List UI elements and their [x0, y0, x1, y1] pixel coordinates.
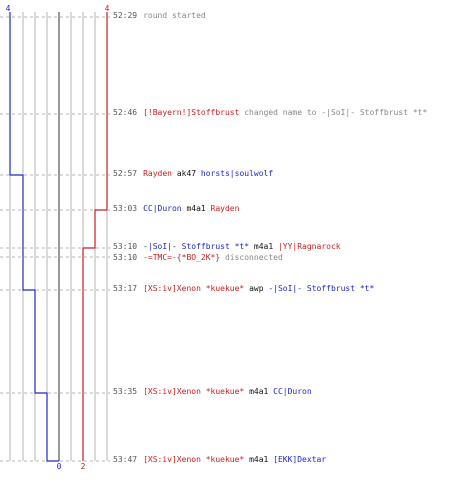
player-name: CC|Duron: [143, 204, 182, 213]
player-name: [XS:iv]Xenon *kuekue*: [143, 387, 245, 396]
player-name: [EKK]Dextar: [273, 455, 327, 464]
red-score-end: 2: [81, 462, 86, 471]
player-name: [!Bayern!]Stoffbrust: [143, 108, 240, 117]
event-time: 52:57: [113, 169, 138, 178]
event-text: m4a1: [244, 455, 274, 464]
event-row: 53:10 -|SoI|- Stoffbrust *t* m4a1 |YY|Rag…: [113, 242, 341, 252]
event-row: 52:46 [!Bayern!]Stoffbrust changed name t…: [113, 108, 427, 118]
player-name: -|SoI|- Stoffbrust *t*: [268, 284, 375, 293]
player-name: |YY|Ragnarock: [277, 242, 341, 251]
event-row: 53:47 [XS:iv]Xenon *kuekue* m4a1 [EKK]Dex…: [113, 455, 326, 465]
event-time: 53:03: [113, 204, 138, 213]
event-text: m4a1: [249, 242, 278, 251]
red-score-start: 4: [105, 4, 110, 13]
event-row: 53:17 [XS:iv]Xenon *kuekue* awp -|SoI|- S…: [113, 284, 374, 294]
event-time: 53:47: [113, 455, 138, 464]
event-time: 52:46: [113, 108, 138, 117]
player-name: Rayden: [210, 204, 240, 213]
event-text: changed name to: [239, 108, 322, 117]
red-team-alive-line: [82, 12, 108, 461]
event-time: 53:10: [113, 253, 138, 262]
event-time: 53:35: [113, 387, 138, 396]
event-row: 52:57 Rayden ak47 horsts|soulwolf: [113, 169, 273, 179]
blue-score-start: 4: [6, 4, 11, 13]
player-name: [XS:iv]Xenon *kuekue*: [143, 455, 245, 464]
blue-team-alive-line: [9, 12, 59, 462]
event-text: disconnected: [220, 253, 283, 262]
event-text: m4a1: [181, 204, 211, 213]
event-row: 52:29 round started: [113, 11, 206, 21]
player-name: [XS:iv]Xenon *kuekue*: [143, 284, 245, 293]
event-time: 53:17: [113, 284, 138, 293]
event-text: awp: [244, 284, 269, 293]
player-name: CC|Duron: [273, 387, 312, 396]
event-time: 53:10: [113, 242, 138, 251]
blue-score-end: 0: [57, 462, 62, 471]
player-name: -|SoI|- Stoffbrust *t*: [143, 242, 250, 251]
event-text: ak47: [172, 169, 201, 178]
event-row: 53:10 -=TMC=-{*BO_2K*} disconnected: [113, 253, 283, 263]
event-text: m4a1: [244, 387, 274, 396]
player-name: horsts|soulwolf: [200, 169, 274, 178]
event-row: 53:35 [XS:iv]Xenon *kuekue* m4a1 CC|Duron: [113, 387, 312, 397]
event-row: 53:03 CC|Duron m4a1 Rayden: [113, 204, 239, 214]
event-text: round started: [143, 11, 206, 20]
player-name: -=TMC=-{*BO_2K*}: [143, 253, 221, 262]
event-text: -|SoI|- Stoffbrust *t*: [321, 108, 428, 117]
player-name: Rayden: [143, 169, 172, 178]
event-time: 52:29: [113, 11, 138, 20]
